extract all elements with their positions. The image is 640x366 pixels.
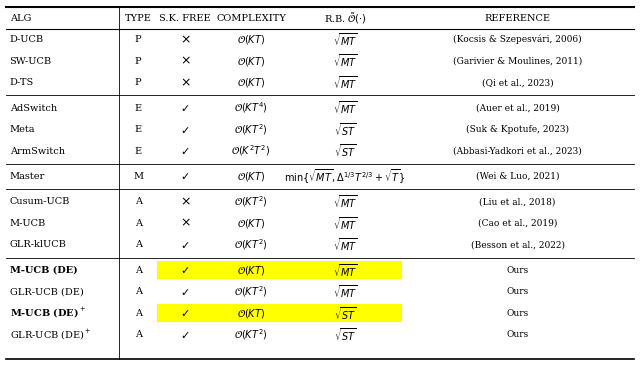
Text: (Wei & Luo, 2021): (Wei & Luo, 2021)	[476, 172, 559, 181]
Text: $\times$: $\times$	[180, 33, 191, 46]
Text: A: A	[134, 197, 141, 206]
Text: $\sqrt{ST}$: $\sqrt{ST}$	[334, 326, 356, 343]
Text: $\mathcal{O}(KT)$: $\mathcal{O}(KT)$	[237, 217, 265, 230]
Text: $\sqrt{MT}$: $\sqrt{MT}$	[333, 194, 358, 210]
Text: A: A	[134, 219, 141, 228]
Text: $\mathcal{O}(KT)$: $\mathcal{O}(KT)$	[237, 76, 265, 89]
Text: M-UCB: M-UCB	[10, 219, 46, 228]
Text: E: E	[134, 125, 141, 134]
Text: $\times$: $\times$	[180, 217, 191, 230]
Text: $\mathcal{O}(KT^2)$: $\mathcal{O}(KT^2)$	[234, 328, 268, 342]
Text: $\sqrt{MT}$: $\sqrt{MT}$	[333, 31, 358, 48]
Text: $\times$: $\times$	[180, 55, 191, 68]
Text: $\sqrt{ST}$: $\sqrt{ST}$	[334, 143, 356, 159]
Text: Cusum-UCB: Cusum-UCB	[10, 197, 70, 206]
Text: M-UCB (DE)$^+$: M-UCB (DE)$^+$	[10, 306, 86, 320]
Text: A: A	[134, 330, 141, 339]
Text: E: E	[134, 104, 141, 112]
Text: $\checkmark$: $\checkmark$	[180, 171, 190, 182]
Text: $\checkmark$: $\checkmark$	[180, 103, 190, 113]
Text: $\mathcal{O}(KT^2)$: $\mathcal{O}(KT^2)$	[234, 122, 268, 137]
Text: $\mathcal{O}(KT)$: $\mathcal{O}(KT)$	[237, 55, 265, 68]
Text: E: E	[134, 146, 141, 156]
FancyBboxPatch shape	[213, 304, 289, 322]
FancyBboxPatch shape	[289, 304, 401, 322]
Text: $\mathcal{O}(KT^2)$: $\mathcal{O}(KT^2)$	[234, 194, 268, 209]
Text: $\mathcal{O}(KT^2)$: $\mathcal{O}(KT^2)$	[234, 238, 268, 252]
Text: $\sqrt{MT}$: $\sqrt{MT}$	[333, 283, 358, 300]
Text: A: A	[134, 309, 141, 318]
Text: (Kocsis & Szepesvári, 2006): (Kocsis & Szepesvári, 2006)	[453, 35, 582, 44]
Text: $\checkmark$: $\checkmark$	[180, 330, 190, 340]
Text: ALG: ALG	[10, 14, 31, 23]
Text: $\mathcal{O}(KT)$: $\mathcal{O}(KT)$	[237, 264, 265, 277]
Text: SW-UCB: SW-UCB	[10, 57, 52, 66]
Text: $\sqrt{MT}$: $\sqrt{MT}$	[333, 236, 358, 253]
Text: COMPLEXITY: COMPLEXITY	[216, 14, 286, 23]
Text: A: A	[134, 240, 141, 249]
Text: REFERENCE: REFERENCE	[484, 14, 550, 23]
Text: $\mathcal{O}(K^2T^2)$: $\mathcal{O}(K^2T^2)$	[232, 143, 271, 158]
Text: (Suk & Kpotufe, 2023): (Suk & Kpotufe, 2023)	[466, 125, 569, 134]
Text: $\checkmark$: $\checkmark$	[180, 146, 190, 156]
Text: $\times$: $\times$	[180, 195, 191, 208]
Text: Ours: Ours	[506, 287, 529, 296]
Text: R.B. $\tilde{\mathcal{O}}(\cdot)$: R.B. $\tilde{\mathcal{O}}(\cdot)$	[324, 11, 367, 26]
Text: $\sqrt{ST}$: $\sqrt{ST}$	[334, 121, 356, 138]
Text: S.K. FREE: S.K. FREE	[159, 14, 211, 23]
Text: AdSwitch: AdSwitch	[10, 104, 57, 112]
Text: P: P	[135, 57, 141, 66]
Text: Ours: Ours	[506, 330, 529, 339]
Text: A: A	[134, 287, 141, 296]
Text: TYPE: TYPE	[125, 14, 152, 23]
FancyBboxPatch shape	[289, 261, 401, 279]
Text: $\times$: $\times$	[180, 76, 191, 89]
Text: $\checkmark$: $\checkmark$	[180, 124, 190, 135]
Text: $\checkmark$: $\checkmark$	[180, 308, 190, 318]
Text: $\sqrt{MT}$: $\sqrt{MT}$	[333, 215, 358, 232]
Text: Master: Master	[10, 172, 45, 181]
Text: (Liu et al., 2018): (Liu et al., 2018)	[479, 197, 556, 206]
Text: $\mathcal{O}(KT)$: $\mathcal{O}(KT)$	[237, 170, 265, 183]
Text: Meta: Meta	[10, 125, 35, 134]
Text: (Abbasi-Yadkori et al., 2023): (Abbasi-Yadkori et al., 2023)	[453, 146, 582, 156]
Text: (Garivier & Moulines, 2011): (Garivier & Moulines, 2011)	[453, 57, 582, 66]
Text: GLR-UCB (DE): GLR-UCB (DE)	[10, 287, 83, 296]
Text: $\mathcal{O}(KT)$: $\mathcal{O}(KT)$	[237, 307, 265, 320]
Text: M-UCB (DE): M-UCB (DE)	[10, 266, 77, 275]
Text: $\checkmark$: $\checkmark$	[180, 265, 190, 275]
Text: M: M	[133, 172, 143, 181]
Text: GLR-UCB (DE)$^+$: GLR-UCB (DE)$^+$	[10, 328, 92, 342]
Text: (Qi et al., 2023): (Qi et al., 2023)	[482, 78, 554, 87]
Text: P: P	[135, 35, 141, 44]
Text: (Besson et al., 2022): (Besson et al., 2022)	[470, 240, 564, 249]
Text: Ours: Ours	[506, 266, 529, 275]
Text: $\sqrt{MT}$: $\sqrt{MT}$	[333, 100, 358, 116]
FancyBboxPatch shape	[157, 261, 213, 279]
Text: (Cao et al., 2019): (Cao et al., 2019)	[478, 219, 557, 228]
Text: ArmSwitch: ArmSwitch	[10, 146, 65, 156]
Text: D-TS: D-TS	[10, 78, 34, 87]
Text: $\checkmark$: $\checkmark$	[180, 240, 190, 250]
Text: $\sqrt{MT}$: $\sqrt{MT}$	[333, 53, 358, 70]
Text: A: A	[134, 266, 141, 275]
Text: $\mathcal{O}(KT)$: $\mathcal{O}(KT)$	[237, 33, 265, 46]
Text: $\checkmark$: $\checkmark$	[180, 287, 190, 297]
Text: (Auer et al., 2019): (Auer et al., 2019)	[476, 104, 559, 112]
Text: $\sqrt{MT}$: $\sqrt{MT}$	[333, 262, 358, 279]
FancyBboxPatch shape	[213, 261, 289, 279]
Text: $\min\{\sqrt{MT}, \Delta^{1/3}T^{2/3}+\sqrt{T}\}$: $\min\{\sqrt{MT}, \Delta^{1/3}T^{2/3}+\s…	[284, 167, 406, 186]
Text: Ours: Ours	[506, 309, 529, 318]
Text: $\sqrt{ST}$: $\sqrt{ST}$	[334, 305, 356, 322]
Text: $\sqrt{MT}$: $\sqrt{MT}$	[333, 74, 358, 91]
Text: D-UCB: D-UCB	[10, 35, 44, 44]
Text: GLR-klUCB: GLR-klUCB	[10, 240, 67, 249]
FancyBboxPatch shape	[157, 304, 213, 322]
Text: $\mathcal{O}(KT^2)$: $\mathcal{O}(KT^2)$	[234, 284, 268, 299]
Text: $\mathcal{O}(KT^4)$: $\mathcal{O}(KT^4)$	[234, 101, 268, 115]
Text: P: P	[135, 78, 141, 87]
